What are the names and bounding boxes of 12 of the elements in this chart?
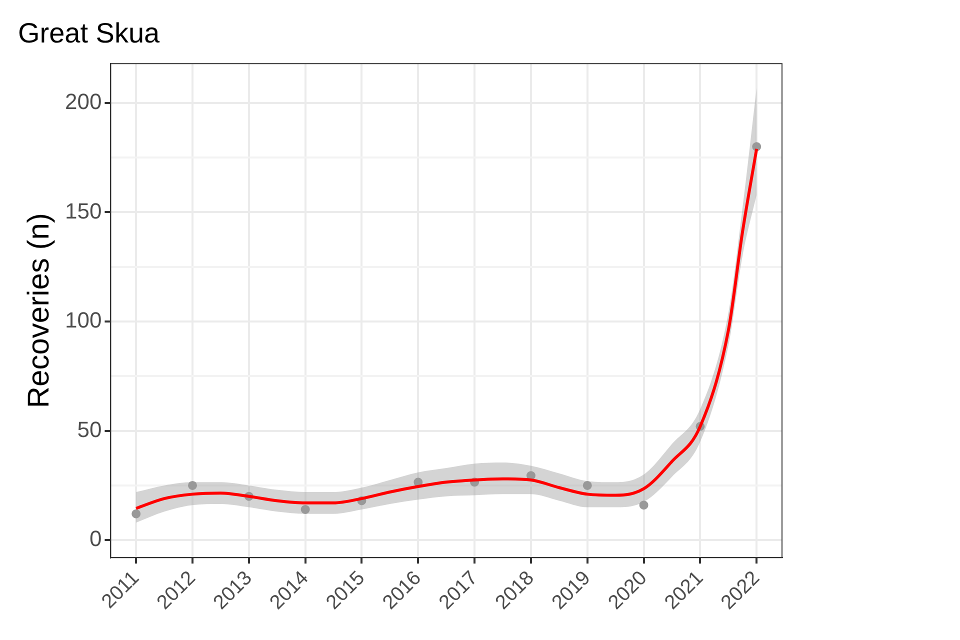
point <box>300 504 310 514</box>
chart-title: Great Skua <box>18 18 160 49</box>
point <box>132 509 141 518</box>
y-tick-label: 150 <box>64 198 102 224</box>
y-tick-label: 50 <box>77 416 102 442</box>
y-tick-label: 200 <box>64 89 102 114</box>
y-tick-label: 100 <box>64 308 102 333</box>
y-tick-label: 0 <box>89 526 102 552</box>
point <box>582 480 592 490</box>
point <box>188 480 198 490</box>
point <box>639 500 648 510</box>
y-axis-title: Recoveries (n) <box>22 213 56 408</box>
